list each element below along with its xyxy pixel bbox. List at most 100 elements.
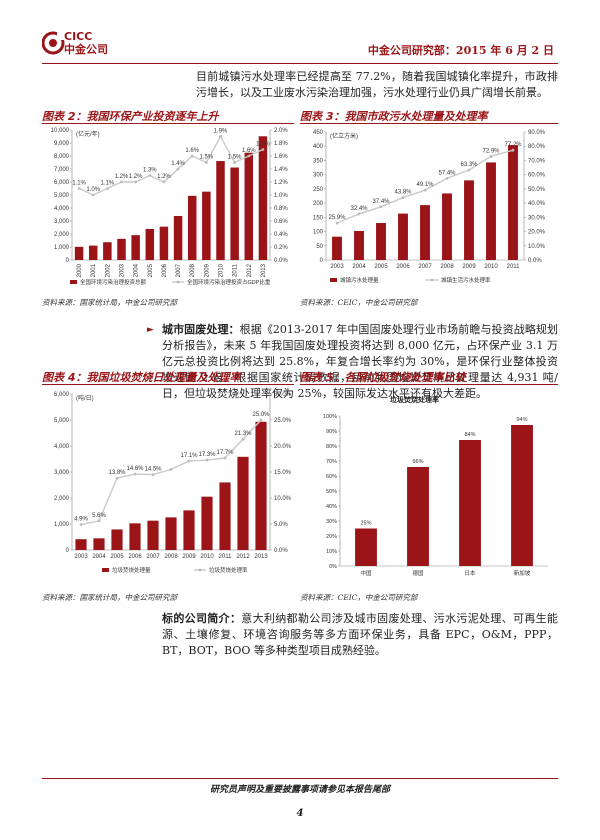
y-left-tick-label: 0 bbox=[66, 258, 70, 264]
unit-label: (亿立方米) bbox=[330, 132, 358, 140]
y-tick-label: 80% bbox=[326, 444, 337, 450]
y-right-tick-label: 30.0% bbox=[528, 215, 546, 221]
y-tick-label: 90% bbox=[326, 429, 337, 435]
x-tick-label: 2010 bbox=[484, 264, 498, 270]
x-tick-label: 2011 bbox=[219, 554, 233, 560]
line-point bbox=[445, 176, 449, 180]
bar bbox=[255, 421, 267, 550]
intro-paragraph: 目前城镇污水处理率已经提高至 77.2%，随着我国城镇化率提升，市政排污增长，以… bbox=[196, 70, 558, 99]
fig5-caption: 图表 5：各国垃圾焚烧处理率比较 bbox=[300, 366, 558, 385]
bar bbox=[173, 215, 183, 260]
line-data-label: 14.5% bbox=[144, 467, 162, 473]
legend-swatch-bar bbox=[330, 278, 337, 282]
bar bbox=[88, 245, 98, 260]
line-point bbox=[357, 212, 361, 216]
bar bbox=[376, 223, 386, 260]
bar bbox=[237, 456, 249, 550]
line-data-label: 1.1% bbox=[101, 181, 115, 187]
y-left-tick-label: 8,000 bbox=[54, 154, 70, 160]
line-point bbox=[511, 148, 515, 152]
logo-cn: 中金公司 bbox=[64, 43, 108, 56]
y-right-tick-label: 0.8% bbox=[274, 206, 288, 212]
fig3-label: 图表 3：我国市政污水处理量及处理率 bbox=[300, 110, 488, 123]
line-point bbox=[223, 456, 227, 460]
bar bbox=[355, 528, 377, 566]
line-data-label: 21.3% bbox=[234, 431, 252, 437]
bar bbox=[183, 510, 195, 550]
line-data-label: 1.2% bbox=[157, 174, 171, 180]
bar bbox=[508, 145, 518, 260]
x-tick-label: 2002 bbox=[105, 263, 111, 277]
line-data-label: 32.4% bbox=[350, 206, 368, 212]
y-left-tick-label: 10,000 bbox=[51, 128, 70, 134]
para2-text: 意大利纳都勒公司涉及城市固废处理、污水污泥处理、可再生能源、土壤修复、环境咨询服… bbox=[162, 612, 558, 657]
line-data-label: 63.3% bbox=[460, 162, 478, 168]
line-data-label: 1.2% bbox=[115, 174, 129, 180]
bar-data-label: 84% bbox=[464, 432, 475, 438]
line-point bbox=[401, 196, 405, 200]
line-data-label: 1.3% bbox=[143, 168, 157, 174]
bar bbox=[230, 167, 239, 260]
x-tick-label: 日本 bbox=[464, 569, 476, 577]
line-point bbox=[261, 148, 265, 151]
cicc-logo-icon bbox=[42, 31, 65, 55]
line-data-label: 1.4% bbox=[171, 161, 185, 167]
chart-svg-0: 0 1,000 2,000 3,000 4,000 5,000 6,000 7,000 8,00… bbox=[51, 128, 289, 286]
x-tick-label: 2009 bbox=[462, 264, 476, 270]
y-right-tick-label: 5.0% bbox=[274, 522, 288, 528]
bar bbox=[219, 482, 231, 550]
legend-swatch-point bbox=[176, 280, 180, 284]
paragraph-company-intro: 标的公司简介：意大利纳都勒公司涉及城市固废处理、污水污泥处理、可再生能源、土壤修… bbox=[162, 611, 558, 659]
x-tick-label: 2010 bbox=[219, 263, 225, 277]
y-right-tick-label: 20.0% bbox=[274, 444, 292, 450]
x-tick-label: 2005 bbox=[374, 264, 388, 270]
line-point bbox=[241, 437, 245, 441]
line-data-label: 1.6% bbox=[185, 148, 199, 154]
y-right-tick-label: 0.0% bbox=[274, 258, 288, 264]
y-right-tick-label: 70.0% bbox=[528, 158, 546, 164]
line-data-label: 4.9% bbox=[74, 517, 88, 523]
bar bbox=[354, 230, 364, 260]
bar bbox=[103, 242, 112, 260]
line-data-label: 43.8% bbox=[394, 190, 412, 196]
bar bbox=[420, 205, 430, 260]
legend-label: 垃圾焚烧处理率 bbox=[209, 566, 248, 574]
y-right-tick-label: 0.4% bbox=[274, 232, 288, 238]
x-tick-label: 2007 bbox=[176, 263, 182, 277]
y-right-tick-label: 0.2% bbox=[274, 245, 288, 251]
line-point bbox=[148, 174, 152, 177]
y-tick-label: 70% bbox=[326, 459, 337, 465]
bar bbox=[75, 539, 87, 550]
x-tick-label: 德国 bbox=[412, 569, 424, 577]
bar bbox=[165, 517, 177, 550]
x-tick-label: 新加坡 bbox=[514, 569, 531, 577]
line-point bbox=[190, 154, 194, 158]
bar bbox=[202, 191, 211, 260]
y-left-tick-label: 200 bbox=[313, 201, 324, 207]
y-right-tick-label: 50.0% bbox=[528, 187, 546, 193]
y-right-tick-label: 30.0% bbox=[274, 392, 292, 398]
x-tick-label: 2007 bbox=[146, 554, 160, 560]
y-right-tick-label: 0.0% bbox=[274, 548, 288, 554]
line-point bbox=[204, 161, 208, 164]
bar bbox=[74, 246, 84, 260]
unit-label: (亿元/年) bbox=[76, 130, 100, 138]
y-right-tick-label: 2.0% bbox=[274, 128, 288, 134]
bar bbox=[111, 529, 123, 550]
bar bbox=[129, 523, 141, 550]
line-point bbox=[151, 473, 155, 476]
x-tick-label: 2006 bbox=[128, 554, 142, 560]
y-left-tick-label: 6,000 bbox=[54, 392, 70, 398]
x-tick-label: 2001 bbox=[91, 263, 97, 277]
legend-swatch-bar bbox=[102, 568, 109, 572]
line-point bbox=[205, 458, 209, 462]
line-point bbox=[233, 161, 237, 164]
header-title: 中金公司研究部：2015 年 6 月 2 日 bbox=[367, 44, 554, 57]
y-left-tick-label: 9,000 bbox=[54, 141, 70, 147]
line-point bbox=[133, 472, 137, 476]
bar bbox=[511, 425, 533, 566]
y-right-tick-label: 1.4% bbox=[274, 167, 288, 173]
paragraph-solid-waste: 城市固废处理：根据《2013-2017 年中国固废处理行业市场前瞻与投资战略规划… bbox=[162, 322, 558, 402]
y-left-tick-label: 6,000 bbox=[54, 180, 70, 186]
x-tick-label: 2011 bbox=[507, 264, 521, 270]
